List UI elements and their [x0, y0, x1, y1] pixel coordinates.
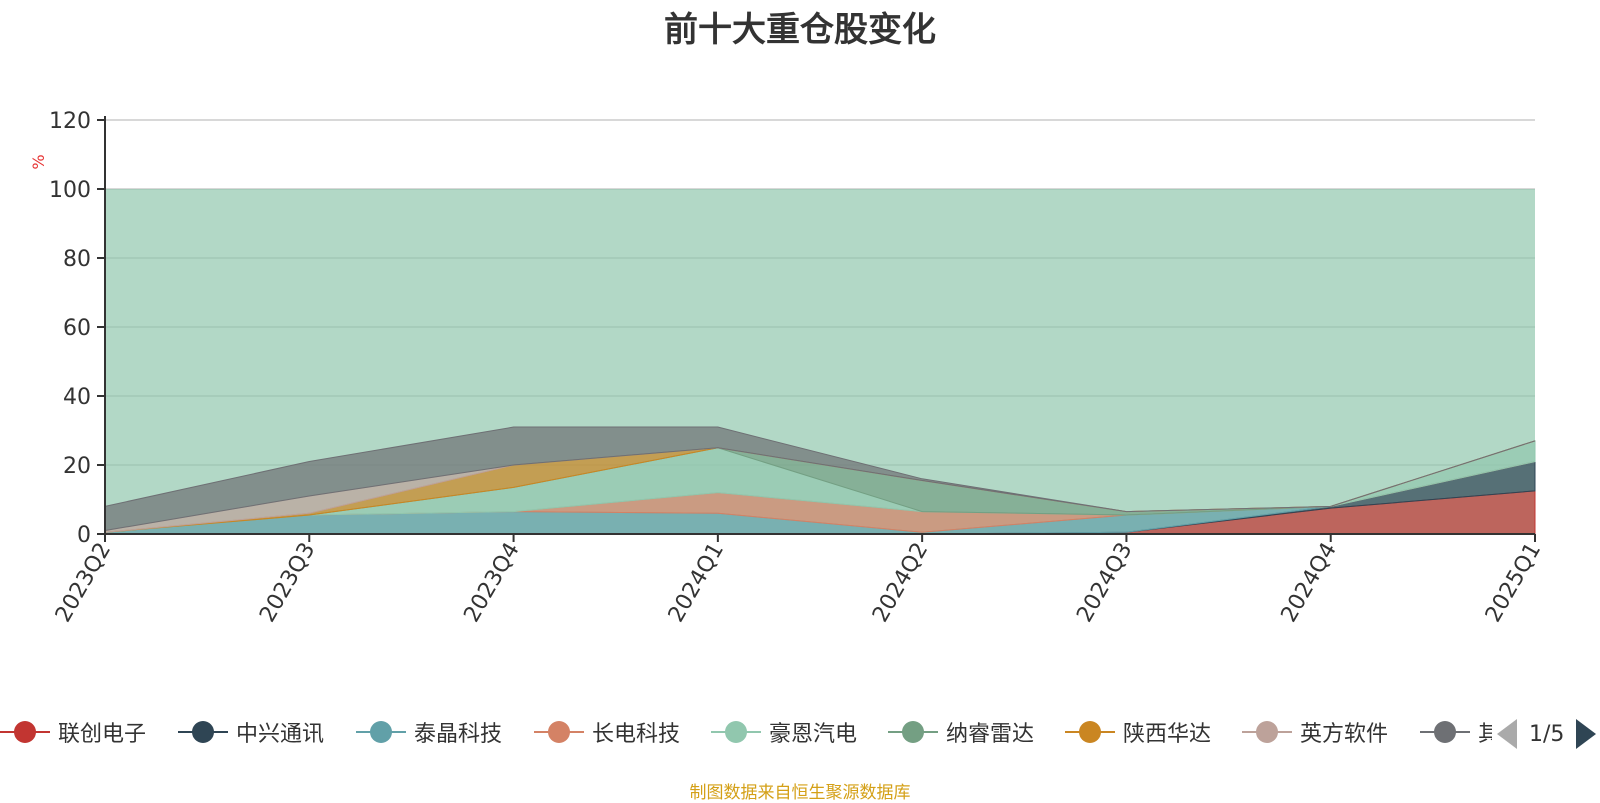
- legend-marker-icon: [1065, 718, 1115, 746]
- chart-title: 前十大重仓股变化: [664, 10, 936, 50]
- legend-marker-icon: [0, 718, 50, 746]
- x-tick-label: 2024Q4: [1277, 539, 1342, 627]
- legend-label: 长电科技: [592, 722, 681, 747]
- y-tick-label: 80: [63, 247, 91, 272]
- legend-marker-icon: [888, 718, 938, 746]
- x-tick-label: 2024Q3: [1072, 539, 1137, 627]
- legend-marker-icon: [1420, 718, 1470, 746]
- legend-item[interactable]: 长电科技: [534, 712, 680, 752]
- y-axis-unit-label: %: [29, 154, 48, 169]
- legend-label: 豪恩汽电: [769, 722, 858, 747]
- y-tick-label: 40: [63, 385, 91, 410]
- legend-marker-icon: [356, 718, 406, 746]
- legend-item[interactable]: 纳睿雷达: [888, 712, 1034, 752]
- x-tick-label: 2024Q1: [664, 539, 729, 627]
- y-tick-label: 120: [49, 109, 91, 134]
- stacked-area-chart: 0 20 40 60 80 100 120% 2023Q2 2023Q3 2023Q4 2024Q1…: [29, 109, 1546, 627]
- x-tick-label: 2024Q2: [868, 539, 933, 627]
- x-tick-label: 2023Q3: [255, 539, 320, 627]
- legend-item[interactable]: 英方软件: [1242, 712, 1388, 752]
- pager-text: 1/5: [1529, 721, 1565, 747]
- y-tick-label: 60: [63, 316, 91, 341]
- legend-label: 陕西华达: [1123, 722, 1212, 747]
- legend-item[interactable]: 中兴通讯: [178, 712, 324, 752]
- legend-marker-icon: [534, 718, 584, 746]
- source-note: 制图数据来自恒生聚源数据库: [689, 783, 911, 803]
- legend-item[interactable]: 联创电子: [0, 712, 146, 752]
- legend-label: 英方软件: [1300, 722, 1389, 747]
- legend-pager: 1/5: [1497, 717, 1597, 751]
- x-tick-label: 2025Q1: [1481, 539, 1546, 627]
- legend-label: 纳睿雷达: [946, 722, 1035, 747]
- pager-prev-icon[interactable]: [1497, 719, 1517, 749]
- legend-item[interactable]: 泰晶科技: [356, 712, 502, 752]
- x-tick-label: 2023Q4: [459, 539, 524, 627]
- legend-label: 泰晶科技: [414, 722, 503, 747]
- legend-marker-icon: [711, 718, 761, 746]
- legend-item[interactable]: 豪恩汽电: [711, 712, 857, 752]
- legend-label: 中兴通讯: [236, 722, 325, 747]
- pager-next-icon[interactable]: [1576, 719, 1597, 749]
- legend-item[interactable]: 其他: [1420, 712, 1492, 752]
- x-tick-label: 2023Q2: [51, 539, 116, 627]
- legend-marker-icon: [1242, 718, 1292, 746]
- legend-marker-icon: [178, 718, 228, 746]
- legend-item[interactable]: 陕西华达: [1065, 712, 1211, 752]
- area-layer: [104, 189, 1536, 535]
- legend-label: 其他: [1478, 722, 1492, 747]
- y-tick-label: 0: [77, 523, 91, 548]
- y-tick-label: 20: [63, 454, 91, 479]
- y-tick-label: 100: [49, 178, 91, 203]
- legend-label: 联创电子: [58, 722, 147, 747]
- series-area-9: [104, 426, 1536, 532]
- legend: 联创电子 中兴通讯 泰晶科技 长电科技 豪恩汽电 纳睿雷达 陕西华达 英方软件 其他: [0, 712, 1492, 752]
